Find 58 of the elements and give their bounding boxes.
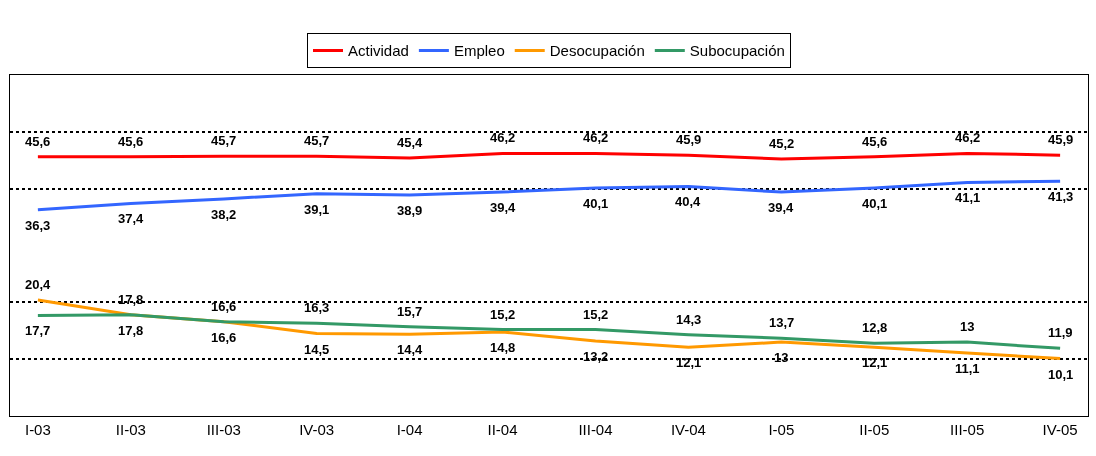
legend-label: Empleo	[453, 42, 505, 60]
data-label: 41,1	[955, 190, 981, 205]
data-label: 46,2	[583, 130, 609, 145]
data-label: 40,1	[583, 196, 609, 211]
data-label: 15,2	[583, 307, 609, 322]
data-label: 45,7	[211, 133, 237, 148]
data-label: 14,4	[397, 342, 424, 357]
x-tick-label: II-05	[859, 421, 890, 438]
data-label: 14,5	[304, 342, 330, 357]
data-label: 45,6	[25, 134, 51, 149]
data-label: 45,9	[676, 132, 702, 147]
data-label: 13	[960, 319, 975, 334]
data-label: 45,6	[118, 134, 144, 149]
legend-label: Actividad	[348, 42, 409, 60]
data-label: 45,2	[769, 136, 795, 151]
data-label: 13,7	[769, 315, 795, 330]
data-label: 16,3	[304, 300, 330, 315]
data-label: 40,4	[675, 194, 702, 209]
x-tick-label: I-04	[396, 421, 423, 438]
data-label: 46,2	[490, 130, 516, 145]
data-label: 20,4	[25, 277, 52, 292]
x-tick-label: III-04	[578, 421, 613, 438]
x-tick-label: I-05	[768, 421, 795, 438]
x-tick-label: II-04	[487, 421, 518, 438]
data-label: 36,3	[25, 218, 51, 233]
x-tick-label: III-03	[206, 421, 241, 438]
data-label: 15,2	[490, 307, 516, 322]
x-tick-label: III-05	[950, 421, 985, 438]
data-label: 14,8	[490, 340, 516, 355]
x-tick-label: IV-04	[670, 421, 706, 438]
data-label: 38,2	[211, 207, 237, 222]
x-tick-label: IV-05	[1042, 421, 1078, 438]
data-label: 40,1	[862, 196, 888, 211]
data-label: 45,6	[862, 134, 888, 149]
legend-label: Subocupación	[689, 42, 785, 60]
data-label: 17,7	[25, 323, 51, 338]
data-label: 37,4	[118, 211, 145, 226]
x-tick-label: I-03	[24, 421, 51, 438]
data-label: 10,1	[1048, 367, 1074, 382]
data-label: 16,6	[211, 330, 237, 345]
data-label: 41,3	[1048, 189, 1074, 204]
data-label: 39,4	[490, 200, 517, 215]
data-label: 12,8	[862, 320, 888, 335]
data-label: 17,8	[118, 323, 144, 338]
data-label: 14,3	[676, 312, 702, 327]
data-label: 15,7	[397, 304, 423, 319]
data-label: 11,9	[1048, 325, 1073, 340]
data-label: 45,4	[397, 135, 424, 150]
x-tick-label: II-03	[115, 421, 146, 438]
data-label: 39,4	[768, 200, 795, 215]
x-tick-label: IV-03	[299, 421, 335, 438]
data-label: 45,9	[1048, 132, 1074, 147]
legend-label: Desocupación	[549, 42, 645, 60]
data-label: 46,2	[955, 130, 981, 145]
data-label: 38,9	[397, 203, 423, 218]
data-label: 39,1	[304, 202, 330, 217]
data-label: 11,1	[955, 361, 980, 376]
data-label: 45,7	[304, 133, 330, 148]
